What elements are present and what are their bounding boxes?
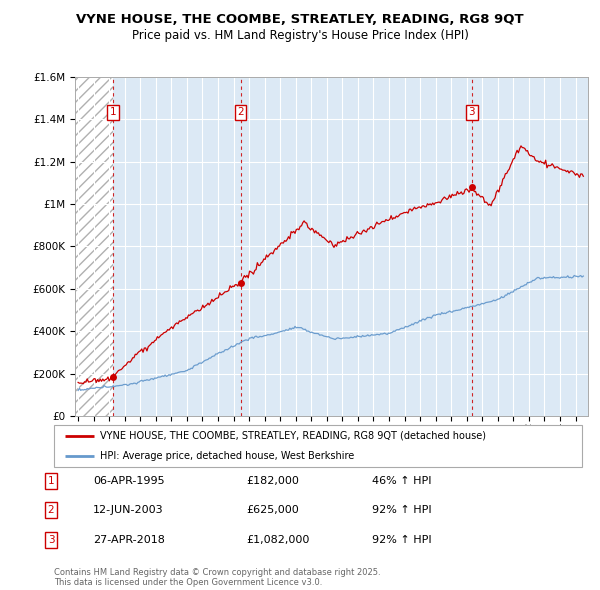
- Text: 27-APR-2018: 27-APR-2018: [93, 535, 165, 545]
- Text: Price paid vs. HM Land Registry's House Price Index (HPI): Price paid vs. HM Land Registry's House …: [131, 30, 469, 42]
- Text: HPI: Average price, detached house, West Berkshire: HPI: Average price, detached house, West…: [100, 451, 355, 461]
- FancyBboxPatch shape: [54, 425, 582, 467]
- Text: 92% ↑ HPI: 92% ↑ HPI: [372, 535, 431, 545]
- Text: VYNE HOUSE, THE COOMBE, STREATLEY, READING, RG8 9QT: VYNE HOUSE, THE COOMBE, STREATLEY, READI…: [76, 13, 524, 26]
- Bar: [75, 77, 113, 416]
- Text: 06-APR-1995: 06-APR-1995: [93, 476, 164, 486]
- Text: 2: 2: [47, 506, 55, 515]
- Text: 3: 3: [469, 107, 475, 117]
- Text: 2: 2: [237, 107, 244, 117]
- Text: £182,000: £182,000: [246, 476, 299, 486]
- Text: £1,082,000: £1,082,000: [246, 535, 310, 545]
- Text: 1: 1: [110, 107, 117, 117]
- Text: 46% ↑ HPI: 46% ↑ HPI: [372, 476, 431, 486]
- Text: 12-JUN-2003: 12-JUN-2003: [93, 506, 164, 515]
- Text: Contains HM Land Registry data © Crown copyright and database right 2025.
This d: Contains HM Land Registry data © Crown c…: [54, 568, 380, 587]
- Bar: [75, 77, 113, 416]
- Text: 3: 3: [47, 535, 55, 545]
- Text: £625,000: £625,000: [246, 506, 299, 515]
- Text: 1: 1: [47, 476, 55, 486]
- Text: VYNE HOUSE, THE COOMBE, STREATLEY, READING, RG8 9QT (detached house): VYNE HOUSE, THE COOMBE, STREATLEY, READI…: [100, 431, 487, 441]
- Text: 92% ↑ HPI: 92% ↑ HPI: [372, 506, 431, 515]
